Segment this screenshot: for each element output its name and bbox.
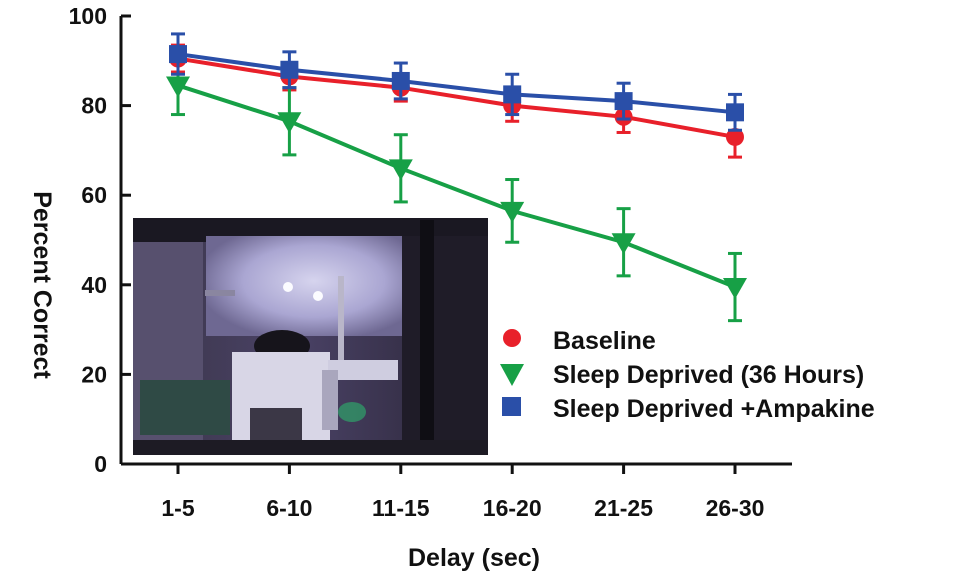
x-tick-label: 16-20: [483, 495, 542, 521]
data-point: [391, 71, 410, 90]
x-tick-label: 1-5: [161, 495, 194, 521]
x-axis-title: Delay (sec): [408, 544, 540, 572]
legend-item-sleep-deprived: Sleep Deprived (36 Hours): [500, 361, 864, 389]
x-tick-label: 26-30: [706, 495, 765, 521]
series-line-sleep-deprived-ampakine: [177, 52, 736, 115]
data-point: [500, 201, 525, 223]
data-point: [614, 92, 633, 111]
y-tick-label: 0: [94, 451, 107, 477]
data-point: [388, 159, 413, 181]
data-point: [277, 112, 302, 134]
x-ticks: 1-5 6-10 11-15 16-20 21-25 26-30: [161, 464, 764, 521]
data-point: [726, 127, 744, 146]
data-point: [166, 76, 190, 98]
lab-apparatus-photo: [133, 218, 488, 455]
x-tick-label: 6-10: [266, 495, 312, 521]
legend: Baseline Sleep Deprived (36 Hours) Sleep…: [500, 327, 875, 423]
legend-label-baseline: Baseline: [553, 327, 656, 355]
legend-marker-baseline: [503, 329, 521, 347]
y-tick-label: 80: [81, 93, 107, 119]
series-baseline: [169, 43, 744, 159]
data-point: [503, 85, 522, 104]
y-tick-label: 100: [69, 3, 107, 29]
y-ticks: 0 20 40 60 80 100: [69, 3, 131, 477]
series-line-sleep-deprived-36-hours: [177, 83, 736, 289]
data-point: [280, 60, 299, 79]
legend-marker-sleep-deprived-ampakine: [502, 397, 521, 416]
y-axis-title: Percent Correct: [28, 191, 56, 379]
legend-item-baseline: Baseline: [503, 327, 656, 355]
data-point: [169, 45, 187, 64]
legend-label-sleep-deprived-ampakine: Sleep Deprived +Ampakine: [553, 395, 875, 423]
x-tick-label: 11-15: [372, 495, 430, 521]
y-tick-label: 20: [81, 361, 107, 387]
y-tick-label: 40: [81, 272, 107, 298]
axes: [119, 16, 792, 466]
data-point: [611, 233, 636, 255]
series-layer: [166, 32, 747, 323]
data-point: [723, 278, 747, 300]
series-sleep-deprived-36-hours: [166, 54, 747, 323]
legend-label-sleep-deprived: Sleep Deprived (36 Hours): [553, 361, 864, 389]
legend-marker-sleep-deprived: [500, 364, 524, 386]
y-tick-label: 60: [81, 182, 107, 208]
series-line-baseline: [177, 56, 736, 139]
series-sleep-deprived-ampakine: [169, 32, 744, 132]
data-point: [726, 103, 744, 122]
legend-item-sleep-deprived-ampakine: Sleep Deprived +Ampakine: [502, 395, 875, 423]
x-tick-label: 21-25: [594, 495, 653, 521]
